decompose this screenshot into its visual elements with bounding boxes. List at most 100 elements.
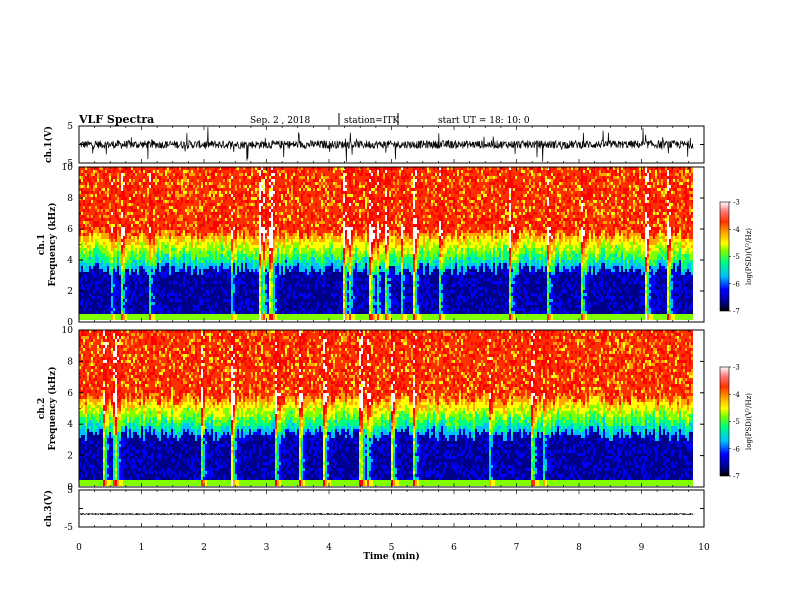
- heatmap-cell: [97, 188, 99, 191]
- heatmap-cell: [181, 182, 183, 185]
- heatmap-cell: [81, 242, 83, 245]
- heatmap-cell: [267, 284, 269, 287]
- heatmap-cell: [225, 209, 227, 212]
- heatmap-cell: [145, 170, 147, 173]
- heatmap-cell: [105, 278, 107, 281]
- heatmap-cell: [165, 170, 167, 173]
- heatmap-cell: [213, 299, 215, 302]
- heatmap-cell: [225, 269, 227, 272]
- heatmap-cell: [119, 230, 121, 233]
- heatmap-cell: [129, 284, 131, 287]
- heatmap-cell: [143, 173, 145, 176]
- heatmap-cell: [165, 260, 167, 263]
- heatmap-cell: [261, 242, 263, 245]
- heatmap-cell: [149, 260, 151, 263]
- heatmap-cell: [225, 287, 227, 290]
- heatmap-cell: [159, 227, 161, 230]
- heatmap-cell: [267, 296, 269, 299]
- heatmap-cell: [97, 263, 99, 266]
- heatmap-cell: [217, 194, 219, 197]
- heatmap-cell: [191, 209, 193, 212]
- heatmap-cell: [267, 290, 269, 293]
- heatmap-cell: [249, 242, 251, 245]
- heatmap-cell: [145, 236, 147, 239]
- heatmap-cell: [173, 200, 175, 203]
- heatmap-cell: [175, 287, 177, 290]
- heatmap-cell: [147, 221, 149, 224]
- heatmap-cell: [175, 182, 177, 185]
- heatmap-cell: [87, 278, 89, 281]
- heatmap-cell: [231, 197, 233, 200]
- heatmap-cell: [171, 212, 173, 215]
- heatmap-cell: [117, 230, 119, 233]
- heatmap-cell: [257, 194, 259, 197]
- heatmap-cell: [185, 260, 187, 263]
- heatmap-cell: [203, 203, 205, 206]
- heatmap-cell: [213, 188, 215, 191]
- heatmap-cell: [229, 200, 231, 203]
- heatmap-cell: [191, 215, 193, 218]
- heatmap-cell: [175, 248, 177, 251]
- heatmap-cell: [203, 245, 205, 248]
- heatmap-cell: [87, 206, 89, 209]
- heatmap-cell: [191, 308, 193, 311]
- heatmap-cell: [105, 230, 107, 233]
- heatmap-cell: [243, 269, 245, 272]
- heatmap-cell: [161, 287, 163, 290]
- heatmap-cell: [237, 293, 239, 296]
- heatmap-cell: [223, 251, 225, 254]
- heatmap-cell: [149, 251, 151, 254]
- heatmap-cell: [105, 290, 107, 293]
- heatmap-cell: [249, 254, 251, 257]
- heatmap-cell: [117, 248, 119, 251]
- heatmap-cell: [227, 266, 229, 269]
- heatmap-cell: [147, 263, 149, 266]
- heatmap-cell: [101, 188, 103, 191]
- heatmap-cell: [215, 200, 217, 203]
- heatmap-cell: [91, 269, 93, 272]
- heatmap-cell: [175, 308, 177, 311]
- heatmap-cell: [207, 173, 209, 176]
- heatmap-cell: [165, 242, 167, 245]
- heatmap-cell: [147, 188, 149, 191]
- heatmap-cell: [225, 311, 227, 314]
- heatmap-cell: [83, 257, 85, 260]
- heatmap-cell: [233, 305, 235, 308]
- heatmap-cell: [189, 254, 191, 257]
- heatmap-cell: [113, 272, 115, 275]
- heatmap-cell: [189, 293, 191, 296]
- heatmap-cell: [163, 242, 165, 245]
- heatmap-cell: [151, 245, 153, 248]
- heatmap-cell: [217, 287, 219, 290]
- heatmap-cell: [125, 299, 127, 302]
- heatmap-cell: [151, 290, 153, 293]
- heatmap-cell: [165, 191, 167, 194]
- heatmap-cell: [205, 266, 207, 269]
- heatmap-cell: [129, 170, 131, 173]
- heatmap-cell: [103, 227, 105, 230]
- heatmap-cell: [185, 230, 187, 233]
- heatmap-cell: [231, 233, 233, 236]
- heatmap-cell: [255, 224, 257, 227]
- heatmap-cell: [103, 230, 105, 233]
- heatmap-cell: [159, 248, 161, 251]
- heatmap-cell: [173, 245, 175, 248]
- heatmap-cell: [139, 224, 141, 227]
- heatmap-cell: [225, 203, 227, 206]
- heatmap-cell: [171, 299, 173, 302]
- heatmap-cell: [225, 281, 227, 284]
- heatmap-cell: [175, 185, 177, 188]
- heatmap-cell: [193, 308, 195, 311]
- heatmap-cell: [187, 236, 189, 239]
- heatmap-cell: [129, 275, 131, 278]
- heatmap-cell: [183, 257, 185, 260]
- heatmap-cell: [95, 275, 97, 278]
- heatmap-cell: [169, 200, 171, 203]
- heatmap-cell: [85, 299, 87, 302]
- heatmap-cell: [189, 284, 191, 287]
- heatmap-cell: [173, 305, 175, 308]
- heatmap-cell: [229, 290, 231, 293]
- heatmap-cell: [237, 212, 239, 215]
- heatmap-cell: [183, 242, 185, 245]
- heatmap-cell: [225, 275, 227, 278]
